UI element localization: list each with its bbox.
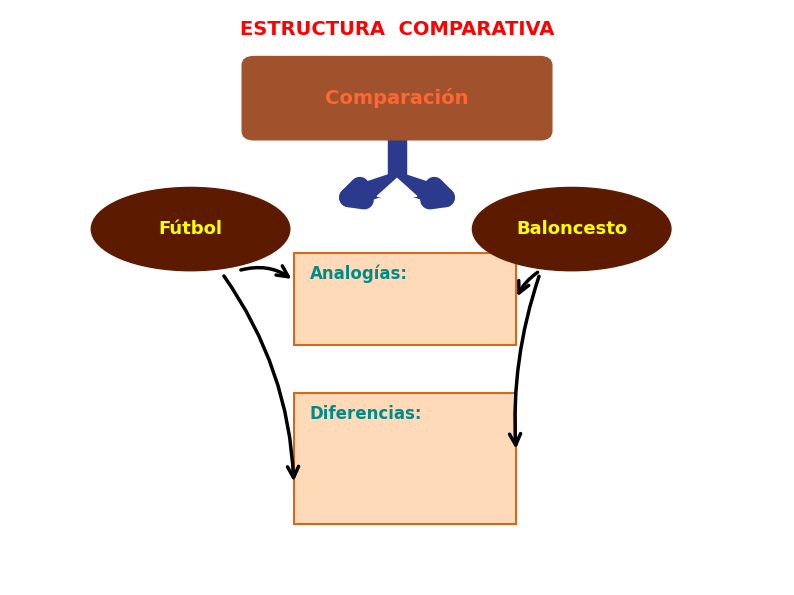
Polygon shape <box>377 178 417 196</box>
FancyBboxPatch shape <box>294 393 516 524</box>
Ellipse shape <box>472 187 671 271</box>
Ellipse shape <box>91 187 290 271</box>
Text: Baloncesto: Baloncesto <box>516 220 627 238</box>
Text: Fútbol: Fútbol <box>159 220 222 238</box>
Text: ESTRUCTURA  COMPARATIVA: ESTRUCTURA COMPARATIVA <box>240 20 554 39</box>
FancyBboxPatch shape <box>242 57 552 140</box>
Text: Analogías:: Analogías: <box>310 265 407 283</box>
FancyBboxPatch shape <box>294 253 516 345</box>
Text: Diferencias:: Diferencias: <box>310 405 422 422</box>
Text: Comparación: Comparación <box>326 88 468 108</box>
